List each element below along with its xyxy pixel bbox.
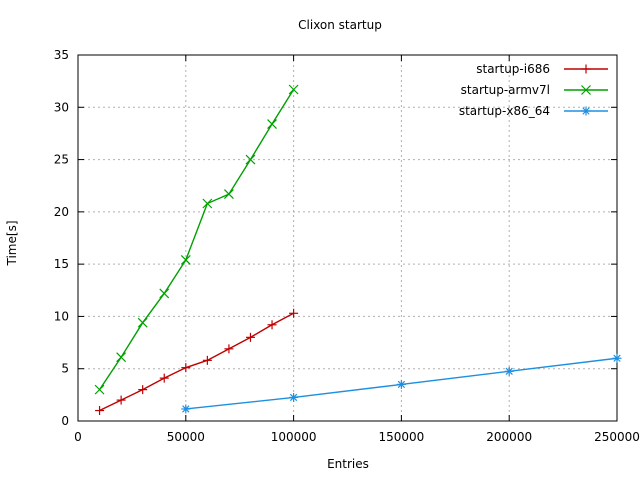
data-series-layer [94,84,622,416]
y-tick-label: 15 [54,257,69,271]
series-point-marker [223,189,234,200]
series-point-marker [116,352,127,363]
series-point-marker [182,405,190,413]
series-point-marker [288,84,299,95]
y-tick-label: 20 [54,205,69,219]
x-tick-label: 250000 [594,430,640,444]
x-tick-label: 50000 [167,430,205,444]
y-tick-label: 35 [54,48,69,62]
series-line [98,89,295,391]
axis-tick-labels: 0 5 10 15 20 25 30 35 0 50000 100000 150000 200000 25… [54,48,640,444]
legend-label-0: startup-i686 [476,62,550,76]
y-tick-label: 25 [54,153,69,167]
series-point-marker [505,367,513,375]
series-point-marker [397,380,406,389]
legend-label-1: startup-armv7l [461,83,550,97]
series-line [99,312,294,412]
legend-label-2: startup-x86_64 [459,104,550,118]
series-point-marker [267,119,277,129]
series-point-marker [289,393,298,402]
y-tick-label: 30 [54,100,69,114]
series-point-marker [245,154,256,165]
series-0 [95,308,299,416]
legend-sample-marker-1 [581,85,591,95]
axis-ticks [77,54,618,422]
series-point-marker [94,384,105,395]
plot-frame [77,54,618,422]
y-tick-label: 10 [54,309,69,323]
x-tick-label: 100000 [271,430,317,444]
x-tick-label: 150000 [378,430,424,444]
series-point-marker [159,288,170,299]
series-1 [94,84,299,395]
x-tick-label: 200000 [486,430,532,444]
x-axis-label: Entries [327,457,369,471]
chart-title: Clixon startup [298,18,382,32]
y-tick-label: 0 [61,414,69,428]
chart-legend: startup-i686 startup-armv7l startup-x86_64 [459,62,608,118]
series-2 [181,353,622,414]
series-point-marker [137,317,148,328]
legend-sample-marker-2 [582,107,590,115]
gridlines [78,55,617,421]
series-point-marker [613,354,621,362]
y-axis-label: Time[s] [5,221,19,267]
x-tick-label: 0 [74,430,82,444]
y-tick-label: 5 [61,362,69,376]
series-point-marker [180,255,191,265]
series-point-marker [202,198,213,209]
